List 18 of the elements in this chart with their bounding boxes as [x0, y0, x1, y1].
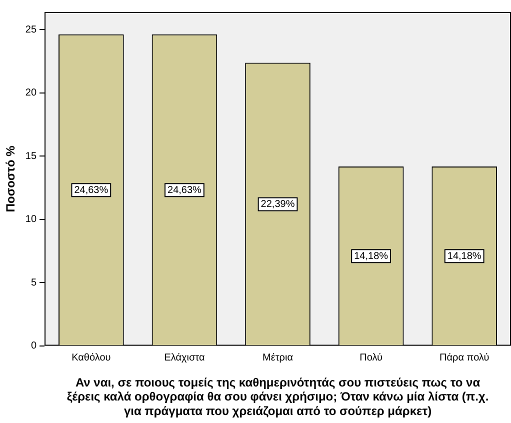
y-tick-label: 25 [25, 24, 37, 36]
y-tick-label: 5 [30, 277, 37, 288]
x-tick-label: Ελάχιστα [164, 352, 205, 364]
x-axis-title: Αν ναι, σε ποιους τομείς της καθημερινότητάς σου πιστεύεις πως το να ξέρεις καλά ορθογραφία θα σου φάνει χρήσιμο; Όταν κάνω μία λίστα (π.χ. για πράγματα που χρειάζομαι από το σούπερ μάρκετ) [66, 375, 489, 418]
y-tick-label: 0 [30, 340, 37, 352]
y-tick-label: 10 [25, 214, 37, 226]
x-tick-label: Πολύ [360, 352, 382, 364]
data-label: 14,18% [447, 250, 482, 262]
data-label: 24,63% [74, 184, 108, 196]
x-tick-label: Καθόλου [72, 352, 111, 364]
y-axis-title: Ποσοστό % [4, 145, 18, 212]
y-tick-label: 15 [25, 150, 37, 162]
data-label: 14,18% [354, 250, 388, 262]
x-tick-label: Μέτρια [262, 352, 294, 364]
data-label: 24,63% [168, 184, 202, 196]
data-label: 22,39% [260, 199, 295, 210]
x-tick-label: Πάρα πολύ [440, 352, 490, 364]
y-tick-label: 20 [25, 88, 37, 99]
